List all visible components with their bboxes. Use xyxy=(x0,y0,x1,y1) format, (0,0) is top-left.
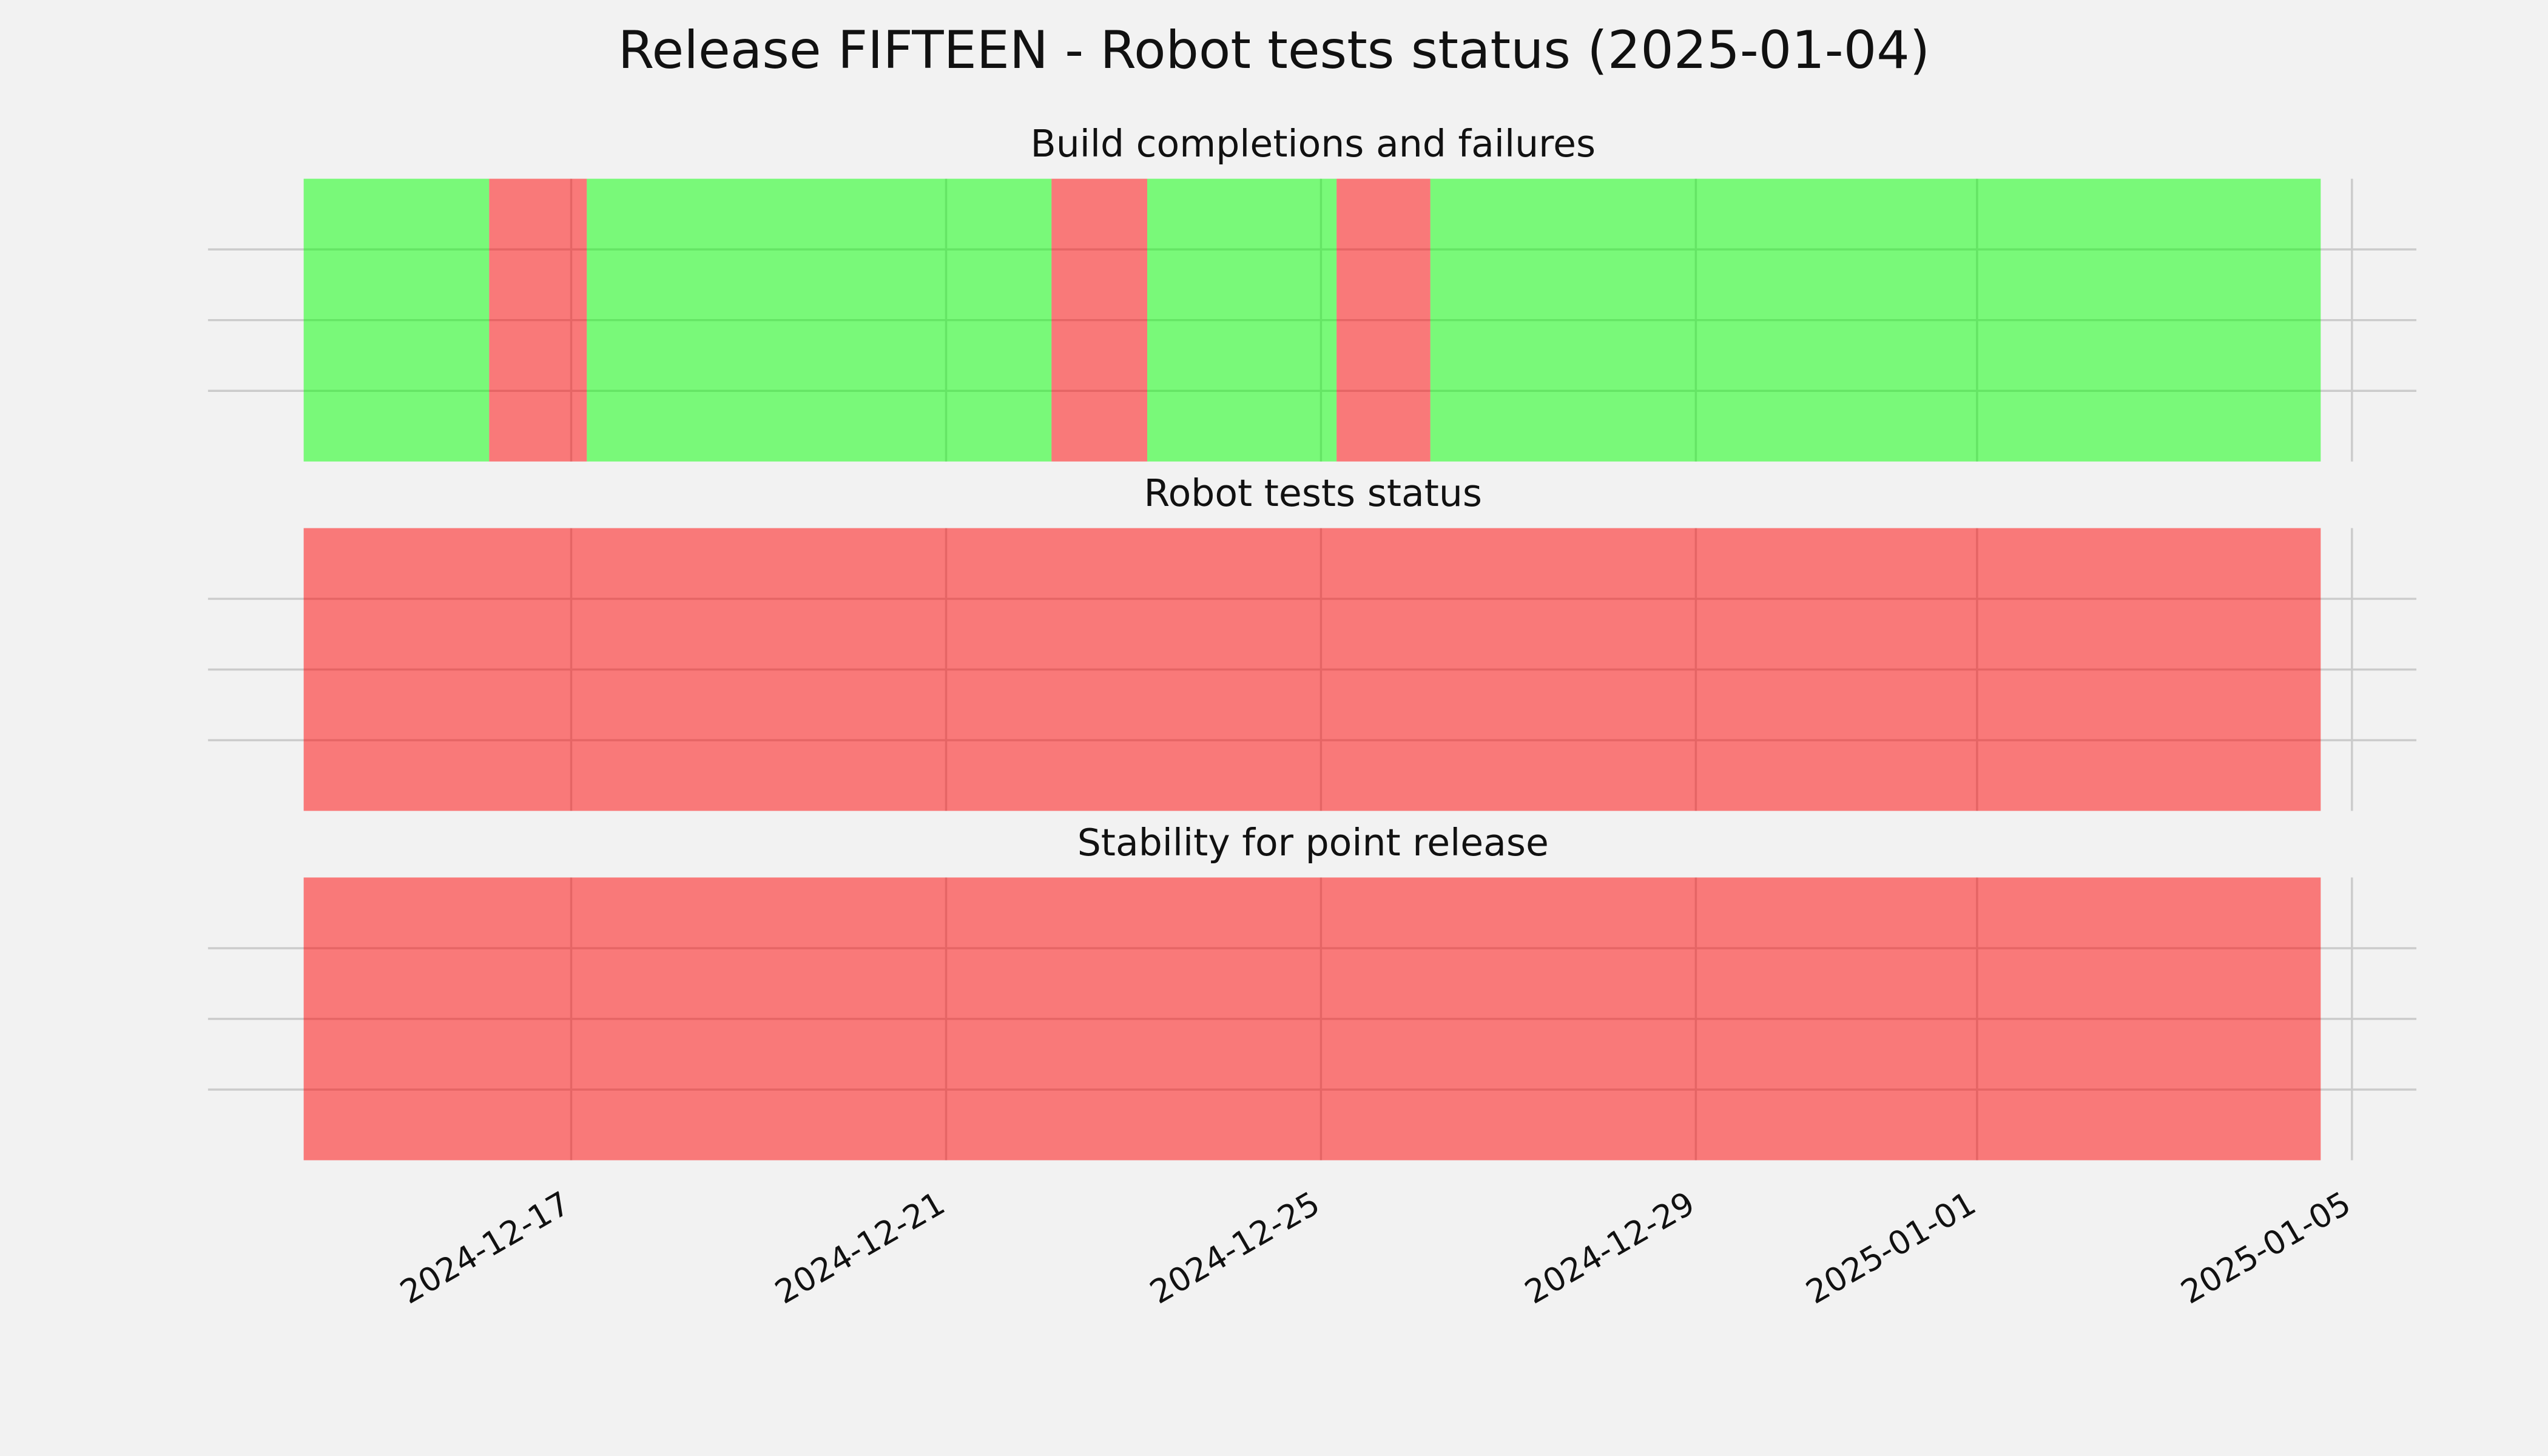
status-band xyxy=(1051,178,1147,462)
panel-title: Robot tests status xyxy=(1144,471,1482,515)
status-band xyxy=(1147,178,1337,462)
status-band xyxy=(303,528,2321,811)
status-band xyxy=(489,178,587,462)
status-band xyxy=(1430,178,2321,462)
status-band xyxy=(303,877,2321,1161)
status-band xyxy=(587,178,1052,462)
status-band xyxy=(1336,178,1431,462)
chart-title: Release FIFTEEN - Robot tests status (20… xyxy=(618,20,1930,81)
panel-title: Stability for point release xyxy=(1077,821,1549,864)
status-band xyxy=(303,178,490,462)
panel-title: Build completions and failures xyxy=(1030,122,1596,166)
